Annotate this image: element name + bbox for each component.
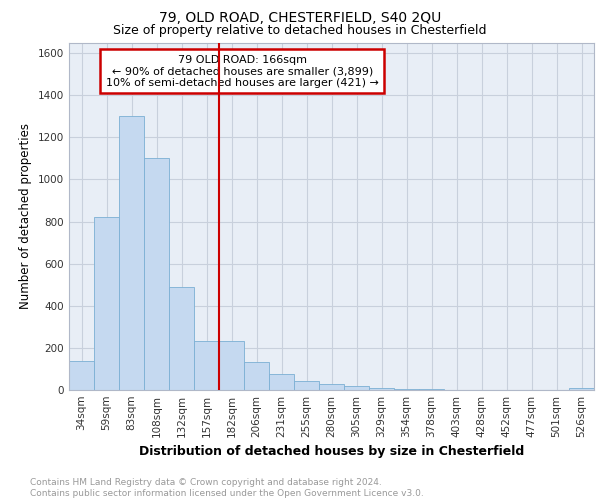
Text: 79 OLD ROAD: 166sqm
← 90% of detached houses are smaller (3,899)
10% of semi-det: 79 OLD ROAD: 166sqm ← 90% of detached ho… <box>106 54 379 88</box>
Bar <box>294 380 319 390</box>
Bar <box>269 374 294 390</box>
Bar <box>369 388 394 390</box>
Y-axis label: Number of detached properties: Number of detached properties <box>19 123 32 309</box>
Bar <box>219 340 244 390</box>
Text: Contains HM Land Registry data © Crown copyright and database right 2024.
Contai: Contains HM Land Registry data © Crown c… <box>30 478 424 498</box>
Text: Size of property relative to detached houses in Chesterfield: Size of property relative to detached ho… <box>113 24 487 37</box>
Bar <box>394 389 419 390</box>
Bar <box>69 360 94 390</box>
Bar <box>144 158 169 390</box>
Bar <box>344 386 369 390</box>
Bar <box>119 116 144 390</box>
Bar <box>244 362 269 390</box>
Bar <box>194 340 219 390</box>
Bar <box>319 384 344 390</box>
X-axis label: Distribution of detached houses by size in Chesterfield: Distribution of detached houses by size … <box>139 446 524 458</box>
Text: 79, OLD ROAD, CHESTERFIELD, S40 2QU: 79, OLD ROAD, CHESTERFIELD, S40 2QU <box>159 11 441 25</box>
Bar <box>94 218 119 390</box>
Bar <box>569 388 594 390</box>
Bar <box>169 287 194 390</box>
